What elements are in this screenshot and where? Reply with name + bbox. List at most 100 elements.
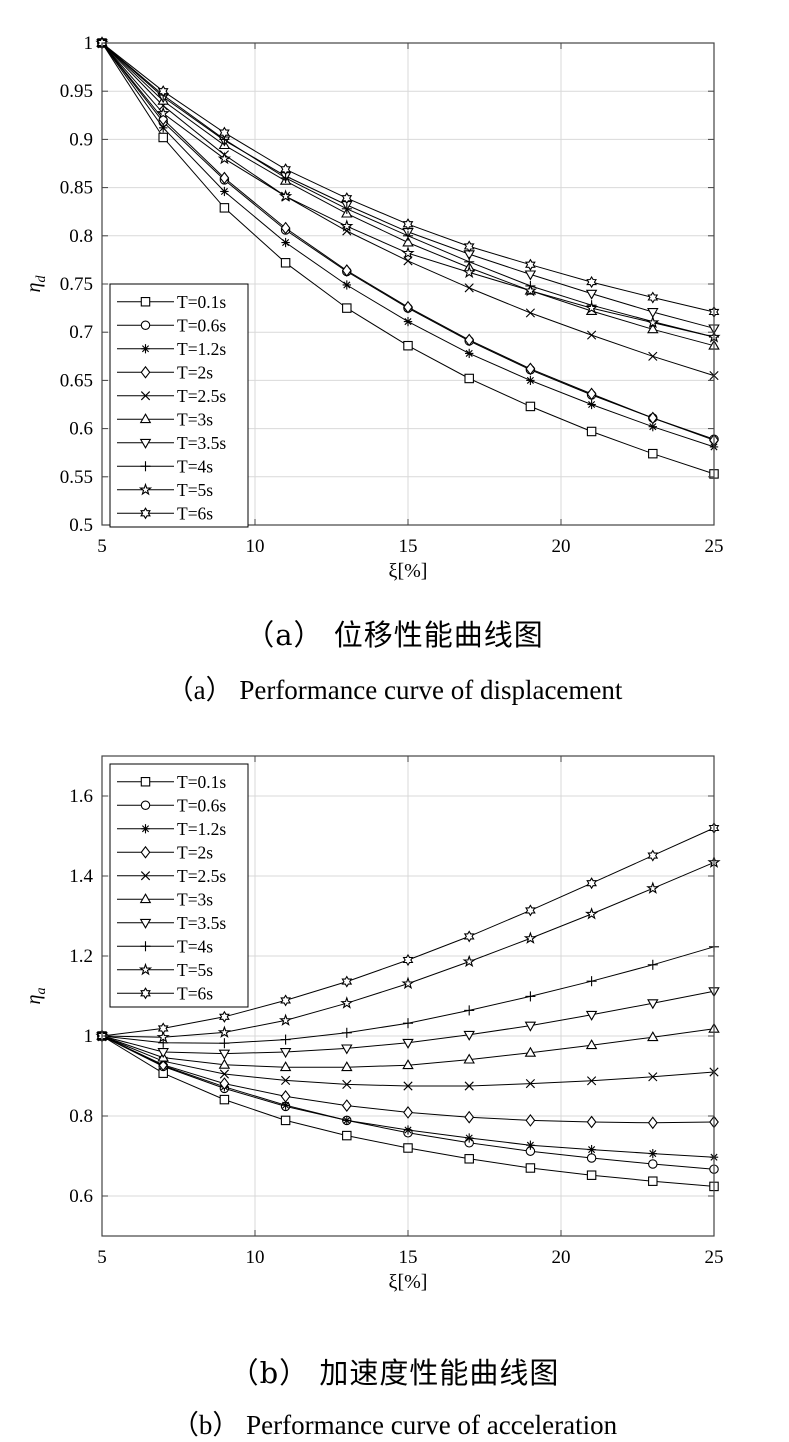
- data-point: [403, 300, 413, 314]
- data-point: [278, 1013, 293, 1026]
- data-point: [218, 1049, 231, 1060]
- legend-marker: [141, 344, 150, 354]
- data-point: [341, 1061, 353, 1072]
- legend-label: T=3s: [177, 409, 213, 429]
- data-point: [402, 230, 414, 241]
- data-point: [646, 881, 660, 894]
- x-tick-label: 15: [399, 536, 418, 557]
- data-point: [647, 308, 659, 319]
- y-axis-label-subscript: d: [34, 275, 49, 283]
- data-point: [341, 264, 352, 277]
- legend-label: T=2.5s: [177, 386, 226, 406]
- data-point: [526, 375, 535, 386]
- x-tick-label: 5: [97, 1247, 107, 1268]
- data-point: [586, 387, 597, 401]
- legend-entry: T=1.2s: [117, 819, 226, 839]
- data-point: [341, 1044, 353, 1055]
- data-point: [587, 1076, 597, 1086]
- data-point: [157, 1048, 169, 1059]
- data-point: [524, 1021, 537, 1032]
- y-axis-label: ηd: [23, 275, 49, 293]
- legend-label: T=3.5s: [177, 913, 226, 933]
- data-point: [464, 1154, 474, 1164]
- legend-marker: [140, 776, 151, 787]
- y-tick-label: 1: [84, 33, 94, 54]
- legend-label: T=0.1s: [177, 772, 226, 792]
- legend-label: T=6s: [177, 503, 213, 523]
- data-point: [464, 283, 474, 293]
- legend-entry: T=2.5s: [117, 866, 226, 886]
- legend-entry: T=3s: [117, 409, 213, 429]
- data-point: [464, 1005, 475, 1016]
- y-tick-label: 0.8: [69, 226, 93, 247]
- data-point: [278, 189, 293, 202]
- data-point: [462, 954, 476, 968]
- legend-entry: T=6s: [117, 983, 213, 1003]
- data-point: [647, 999, 659, 1010]
- data-point: [524, 270, 537, 281]
- x-tick-label: 25: [705, 1247, 724, 1268]
- data-point: [525, 401, 536, 412]
- data-point: [648, 1176, 658, 1186]
- legend-marker: [141, 824, 150, 834]
- data-point: [523, 931, 538, 944]
- legend-marker: [140, 320, 151, 330]
- legend-label: T=3.5s: [177, 433, 226, 453]
- y-tick-label: 0.75: [60, 274, 93, 295]
- legend-entry: T=2.5s: [117, 386, 226, 406]
- data-point: [585, 289, 598, 300]
- data-point: [403, 256, 413, 266]
- chart-a: 5 10 15 20 25 0.5 0.55 0.6 0.65 0.7 0.75 0.8 0.85 0.9…: [23, 33, 724, 582]
- data-point: [219, 126, 230, 139]
- data-point: [279, 1061, 292, 1072]
- data-point: [525, 904, 536, 917]
- x-tick-label: 10: [246, 1247, 265, 1268]
- data-point: [341, 1027, 352, 1038]
- data-point: [401, 976, 415, 990]
- series-T=2.5s: [97, 1031, 719, 1091]
- data-point: [525, 362, 536, 376]
- series-T=5s: [95, 855, 721, 1043]
- data-point: [218, 1058, 231, 1069]
- legend-label: T=2.5s: [177, 866, 226, 886]
- y-tick-label: 0.55: [60, 467, 93, 488]
- series-T=6s: [96, 36, 720, 319]
- data-point: [464, 373, 474, 384]
- legend-label: T=5s: [177, 960, 213, 980]
- legend-marker: [139, 438, 152, 449]
- legend-box: [109, 283, 249, 528]
- x-tick-label: 25: [705, 536, 724, 557]
- data-point: [403, 340, 413, 351]
- legend-marker: [139, 413, 152, 424]
- data-point: [464, 1110, 475, 1124]
- data-point: [648, 448, 658, 459]
- data-point: [341, 203, 352, 214]
- y-tick-label: 0.9: [69, 129, 93, 150]
- legend-marker: [140, 845, 151, 859]
- legend-entry: T=0.1s: [117, 292, 226, 312]
- x-tick-label: 20: [552, 536, 571, 557]
- data-point: [279, 1048, 292, 1059]
- data-point: [646, 315, 660, 329]
- data-point: [403, 1125, 413, 1135]
- ticks: [101, 42, 715, 526]
- legend-marker: [140, 296, 151, 307]
- y-tick-label: 0.8: [69, 1106, 93, 1127]
- data-point: [219, 1069, 229, 1079]
- legend-marker: [140, 871, 151, 881]
- data-point: [157, 1022, 169, 1035]
- legend-entry: T=0.6s: [117, 795, 226, 815]
- data-point: [524, 1046, 537, 1057]
- data-point: [584, 907, 599, 920]
- y-tick-label: 0.7: [69, 322, 93, 343]
- data-point: [217, 1025, 232, 1038]
- data-point: [463, 930, 475, 943]
- legend-marker: [138, 482, 153, 496]
- data-point: [401, 246, 415, 259]
- y-axis-label-subscript: a: [34, 988, 49, 995]
- legend-label: T=1.2s: [177, 339, 226, 359]
- legend-entry: T=3.5s: [117, 913, 226, 933]
- data-point: [586, 1115, 597, 1129]
- chart-b: 5 10 15 20 250.60.811.21.41.6ξ[%]ηaT=0.1sT=0…: [23, 755, 724, 1293]
- y-tick-label: 1.6: [69, 786, 93, 807]
